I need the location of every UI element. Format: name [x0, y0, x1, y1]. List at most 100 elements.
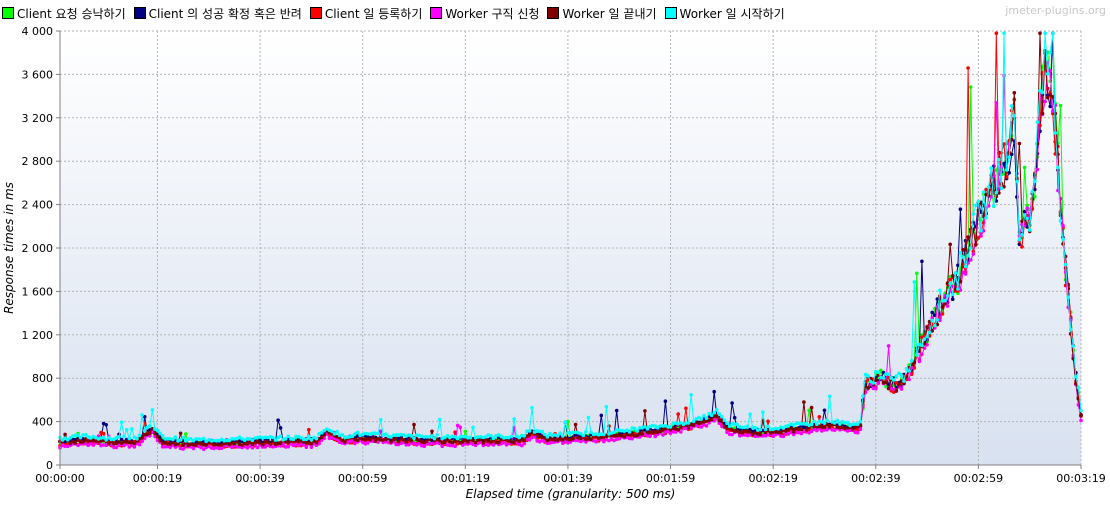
data-point: [961, 270, 965, 275]
data-point: [1048, 68, 1052, 73]
data-point: [373, 435, 378, 440]
data-point: [512, 417, 516, 421]
data-point: [404, 443, 409, 447]
data-point: [1004, 175, 1009, 179]
data-point: [76, 438, 80, 442]
data-point: [219, 446, 224, 451]
data-point: [886, 344, 891, 348]
data-point: [491, 443, 496, 447]
data-point: [861, 394, 865, 398]
data-point: [1033, 194, 1037, 199]
data-point: [981, 190, 986, 194]
data-point: [627, 436, 632, 441]
data-point: [958, 250, 963, 255]
data-point: [584, 430, 588, 434]
data-point: [766, 424, 770, 429]
data-point: [545, 438, 550, 443]
data-point: [994, 168, 999, 172]
data-point: [1074, 374, 1078, 379]
data-point: [402, 438, 406, 442]
data-point: [417, 441, 421, 446]
data-point: [584, 440, 588, 444]
data-point: [963, 272, 968, 276]
data-point: [250, 438, 255, 443]
data-point: [496, 440, 501, 445]
data-point: [832, 428, 837, 433]
data-point: [915, 271, 919, 276]
data-point: [886, 372, 891, 377]
data-point: [1017, 237, 1022, 242]
data-point: [676, 428, 680, 432]
data-point: [758, 432, 763, 437]
data-point: [165, 442, 170, 446]
data-point: [471, 425, 475, 430]
data-point: [137, 433, 142, 438]
data-point: [825, 418, 829, 423]
data-point: [94, 439, 98, 443]
data-point: [1051, 95, 1055, 99]
data-point: [291, 437, 296, 442]
legend-swatch: [430, 7, 443, 19]
data-point: [378, 438, 383, 442]
data-point: [748, 430, 752, 434]
data-point: [543, 432, 547, 437]
data-point: [1007, 155, 1011, 159]
data-point: [779, 430, 783, 435]
data-point: [142, 428, 147, 433]
data-point: [514, 434, 519, 438]
data-point: [1051, 111, 1055, 116]
data-point: [966, 235, 970, 239]
data-point: [604, 404, 609, 409]
data-point: [920, 352, 924, 357]
data-point: [155, 434, 160, 439]
data-point: [655, 425, 660, 430]
data-point: [443, 440, 447, 445]
data-point: [1066, 295, 1070, 300]
data-point: [671, 421, 675, 426]
data-point: [776, 430, 781, 435]
data-point: [838, 422, 842, 426]
data-point: [255, 439, 260, 444]
data-point: [127, 445, 132, 449]
data-point: [1035, 167, 1040, 172]
data-point: [142, 415, 147, 419]
data-point: [148, 433, 152, 438]
data-point: [473, 440, 478, 445]
data-point: [412, 436, 416, 441]
data-point: [891, 378, 896, 382]
data-point: [666, 425, 670, 429]
data-point: [907, 377, 911, 382]
data-point: [1071, 344, 1076, 348]
legend-item: Worker 일 끝내기: [545, 5, 657, 22]
data-point: [486, 443, 491, 447]
data-point: [153, 434, 157, 439]
data-point: [283, 445, 288, 449]
data-point: [104, 423, 108, 427]
data-point: [263, 445, 268, 449]
data-point: [825, 427, 829, 432]
data-point: [966, 261, 970, 265]
data-point: [704, 416, 709, 421]
x-tick-label: 00:00:59: [338, 472, 387, 485]
data-point: [106, 442, 111, 446]
data-point: [845, 420, 850, 425]
x-tick-label: 00:01:59: [646, 472, 695, 485]
data-point: [430, 434, 434, 438]
data-point: [214, 439, 219, 443]
data-point: [591, 432, 596, 437]
data-point: [809, 405, 814, 410]
data-point: [558, 431, 562, 435]
data-point: [886, 386, 891, 391]
data-point: [894, 374, 899, 379]
data-point: [119, 437, 124, 442]
data-point: [702, 413, 706, 418]
data-point: [722, 418, 727, 423]
data-point: [727, 424, 732, 429]
data-point: [412, 422, 416, 427]
data-point: [171, 440, 175, 445]
data-point: [679, 430, 683, 434]
data-point: [530, 406, 534, 410]
data-point: [986, 204, 991, 208]
data-point: [625, 432, 629, 437]
data-point: [922, 337, 927, 341]
